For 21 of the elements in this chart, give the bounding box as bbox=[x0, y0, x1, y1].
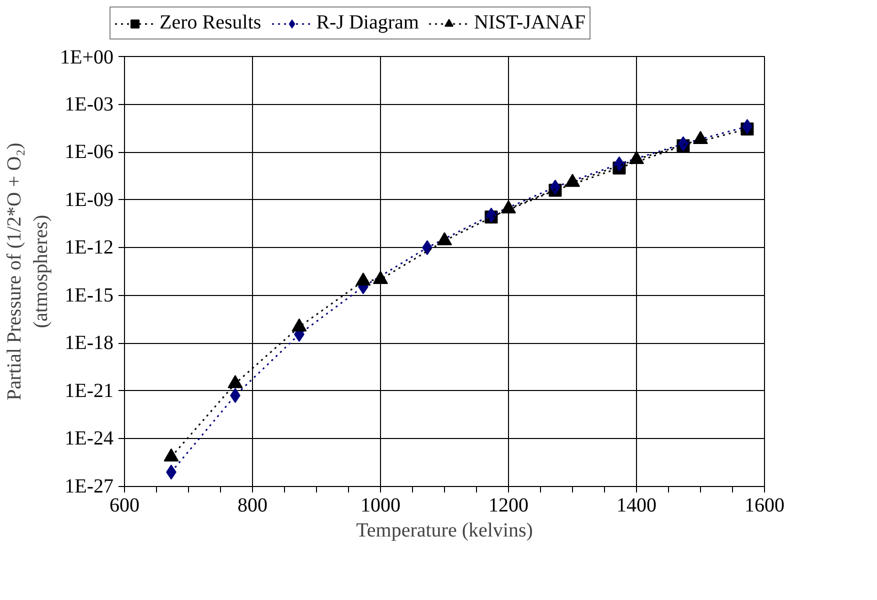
legend-label: Zero Results bbox=[160, 12, 262, 34]
x-tick-label: 800 bbox=[238, 494, 268, 516]
y-tick-label: 1E-12 bbox=[64, 236, 114, 259]
x-tick-label: 1000 bbox=[360, 494, 400, 516]
y-tick-label: 1E-06 bbox=[64, 141, 114, 164]
y-tick-label: 1E+00 bbox=[60, 46, 114, 68]
y-axis-title: Partial Pressure of (1/2*O + O₂) (atmospheres) bbox=[4, 142, 52, 400]
legend-label: NIST-JANAF bbox=[474, 12, 586, 34]
y-tick-label: 1E-21 bbox=[64, 380, 114, 402]
y-tick-label: 1E-09 bbox=[64, 188, 114, 211]
x-axis-title: Temperature (kelvins) bbox=[356, 520, 533, 542]
x-tick-label: 1400 bbox=[616, 494, 656, 516]
x-tick-label: 1600 bbox=[744, 494, 784, 516]
legend-label: R-J Diagram bbox=[316, 12, 419, 34]
y-tick-label: 1E-15 bbox=[64, 284, 114, 306]
y-tick-label: 1E-27 bbox=[64, 476, 114, 498]
y-tick-label: 1E-03 bbox=[64, 93, 114, 116]
x-tick-label: 1200 bbox=[488, 494, 528, 516]
y-tick-label: 1E-18 bbox=[64, 332, 114, 354]
y-tick-label: 1E-24 bbox=[64, 428, 114, 450]
x-tick-label: 600 bbox=[110, 494, 140, 516]
